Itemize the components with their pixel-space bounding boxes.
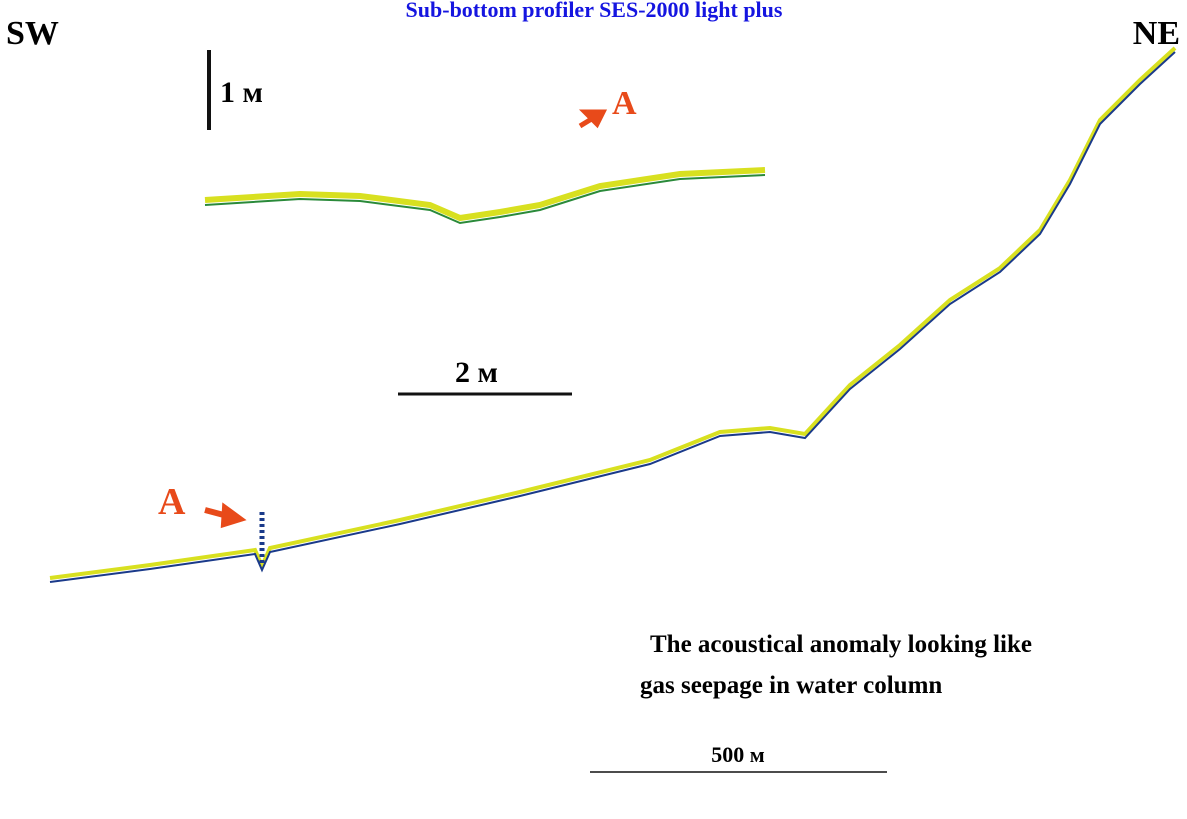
inset: 1 м 2 м A [204,48,766,396]
inset-seabed [204,167,766,222]
left-direction: SW [6,15,59,52]
profile-arrow [204,502,247,529]
inset-arrow [578,109,608,129]
inset-seabed-edge [204,174,766,225]
annotation-line-2: gas seepage in water column [640,672,942,699]
horizontal-scale: 2 м [455,356,498,389]
title: Sub-bottom profiler SES-2000 light plus [406,0,783,22]
seabed-dark [49,51,1176,583]
scale-label: 500 м [711,742,765,767]
vertical-scale: 1 м [220,76,263,109]
inset-bg [205,48,765,393]
profile-marker: A [158,481,186,523]
right-direction: NE [1133,15,1180,52]
annotation-line-1: The acoustical anomaly looking like [650,631,1032,658]
inset-marker: A [612,85,637,122]
